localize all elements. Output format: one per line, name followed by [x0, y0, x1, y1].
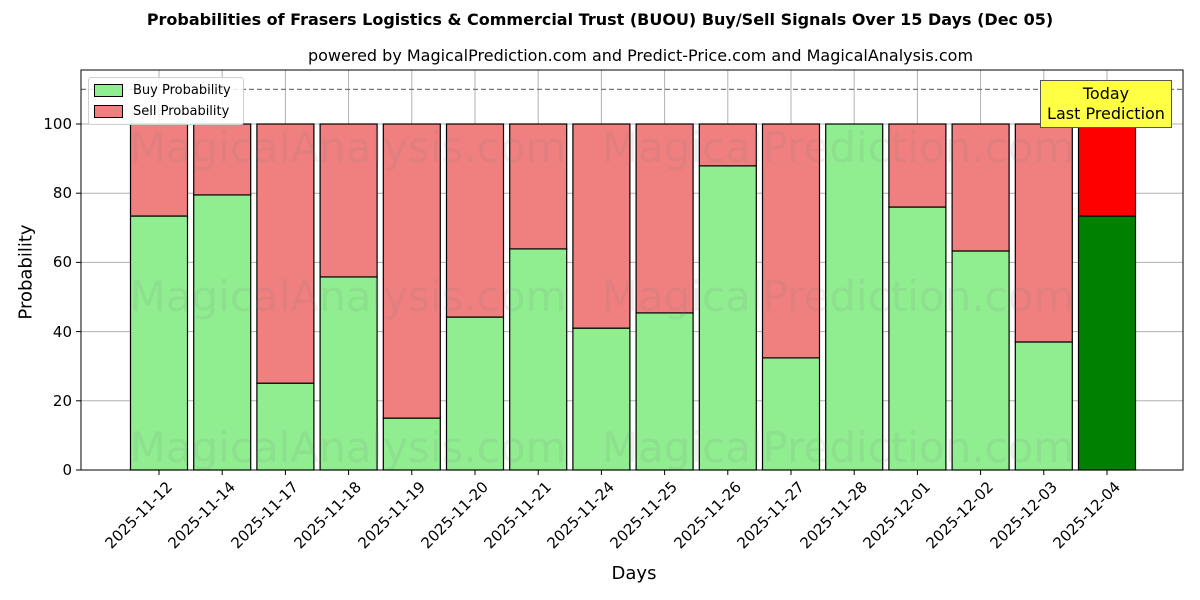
bar-sell	[1077, 123, 1137, 217]
annotation-line-1: Today	[1082, 84, 1130, 103]
x-axis-label: Days	[611, 563, 657, 584]
legend-item-sell: Sell Probability	[94, 103, 229, 119]
watermark: MagicalAnalysis.com	[130, 123, 567, 172]
legend-item-buy: Buy Probability	[94, 82, 231, 98]
y-tick-label: 0	[62, 461, 72, 479]
bar-buy	[572, 327, 631, 471]
bar-buy	[319, 276, 378, 471]
watermark: MagicalPrediction.com	[602, 423, 1075, 472]
y-tick-label: 100	[43, 115, 72, 133]
annotation-line-2: Last Prediction	[1047, 104, 1165, 123]
sell-swatch-icon	[94, 104, 123, 118]
bar-sell	[256, 123, 315, 384]
axes-frame	[80, 69, 1184, 471]
watermark: MagicalPrediction.com	[602, 272, 1075, 321]
chart-title: Probabilities of Frasers Logistics & Com…	[146, 10, 1054, 29]
bar-buy	[698, 165, 757, 471]
today-annotation: Today Last Prediction	[1040, 80, 1172, 128]
bar-sell	[319, 123, 378, 278]
chart-subtitle: powered by MagicalPrediction.com and Pre…	[307, 46, 974, 65]
y-tick-label: 40	[52, 322, 72, 341]
bar-sell	[698, 123, 757, 167]
bar-sell	[509, 123, 568, 250]
bar-sell	[382, 123, 441, 419]
bar-sell	[635, 123, 694, 314]
bar-sell	[445, 123, 505, 318]
bar-buy	[129, 215, 189, 471]
y-axis-label: Probability	[15, 224, 37, 320]
bar-buy	[635, 312, 694, 471]
bar-buy	[761, 357, 821, 471]
bar-sell	[888, 123, 947, 208]
legend-sell-label: Sell Probability	[133, 103, 230, 119]
bar-buy	[825, 123, 884, 471]
bar-sell	[1014, 123, 1073, 343]
watermark: MagicalAnalysis.com	[130, 272, 567, 321]
watermark: MagicalAnalysis.com	[130, 423, 567, 472]
bar-sell	[951, 123, 1010, 252]
bar-buy	[509, 248, 568, 471]
watermark: MagicalPrediction.com	[602, 123, 1075, 172]
bar-sell	[193, 123, 252, 196]
y-tick-label: 80	[52, 184, 72, 203]
legend: Buy Probability Sell Probability	[88, 77, 244, 125]
y-tick-label: 60	[52, 253, 72, 272]
bar-buy	[1077, 215, 1137, 471]
legend-buy-label: Buy Probability	[133, 82, 231, 98]
buy-swatch-icon	[94, 83, 123, 97]
bar-sell	[761, 123, 821, 359]
bar-sell	[572, 123, 631, 329]
y-tick-label: 20	[52, 391, 72, 410]
